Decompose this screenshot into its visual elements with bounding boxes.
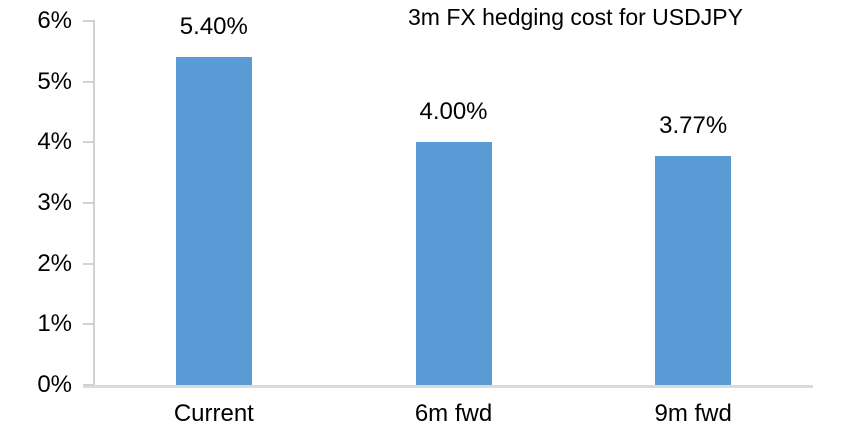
y-axis-line (93, 20, 95, 388)
y-axis-tick-mark (83, 141, 94, 144)
bar-6m-fwd (415, 142, 492, 385)
y-axis-tick-label: 3% (37, 189, 72, 216)
y-axis-tick-mark (83, 80, 94, 83)
bar-value-label: 4.00% (419, 98, 488, 126)
x-axis-category-label: 9m fwd (654, 400, 732, 427)
bar-current (175, 57, 252, 385)
x-axis-category-label: Current (173, 400, 254, 427)
y-axis-tick-mark (83, 202, 94, 204)
bar-value-label: 5.40% (179, 13, 248, 41)
y-axis-tick-mark (83, 20, 94, 22)
y-axis-tick-mark (83, 262, 94, 265)
bar-9m-fwd (655, 156, 732, 385)
y-axis-tick-label: 6% (37, 7, 72, 34)
y-axis-tick-label: 4% (37, 128, 72, 156)
chart-title: 3m FX hedging cost for USDJPY (408, 4, 743, 30)
y-axis-tick-label: 0% (37, 371, 72, 398)
y-axis-tick-mark (83, 323, 94, 326)
bar-value-label: 3.77% (659, 112, 728, 140)
x-axis-category-label: 6m fwd (414, 400, 493, 427)
x-axis-line (83, 385, 813, 388)
y-axis-tick-label: 2% (37, 249, 72, 277)
y-axis-tick-label: 1% (37, 310, 72, 338)
y-axis-tick-label: 5% (37, 67, 72, 95)
y-axis-tick-mark (83, 384, 94, 386)
